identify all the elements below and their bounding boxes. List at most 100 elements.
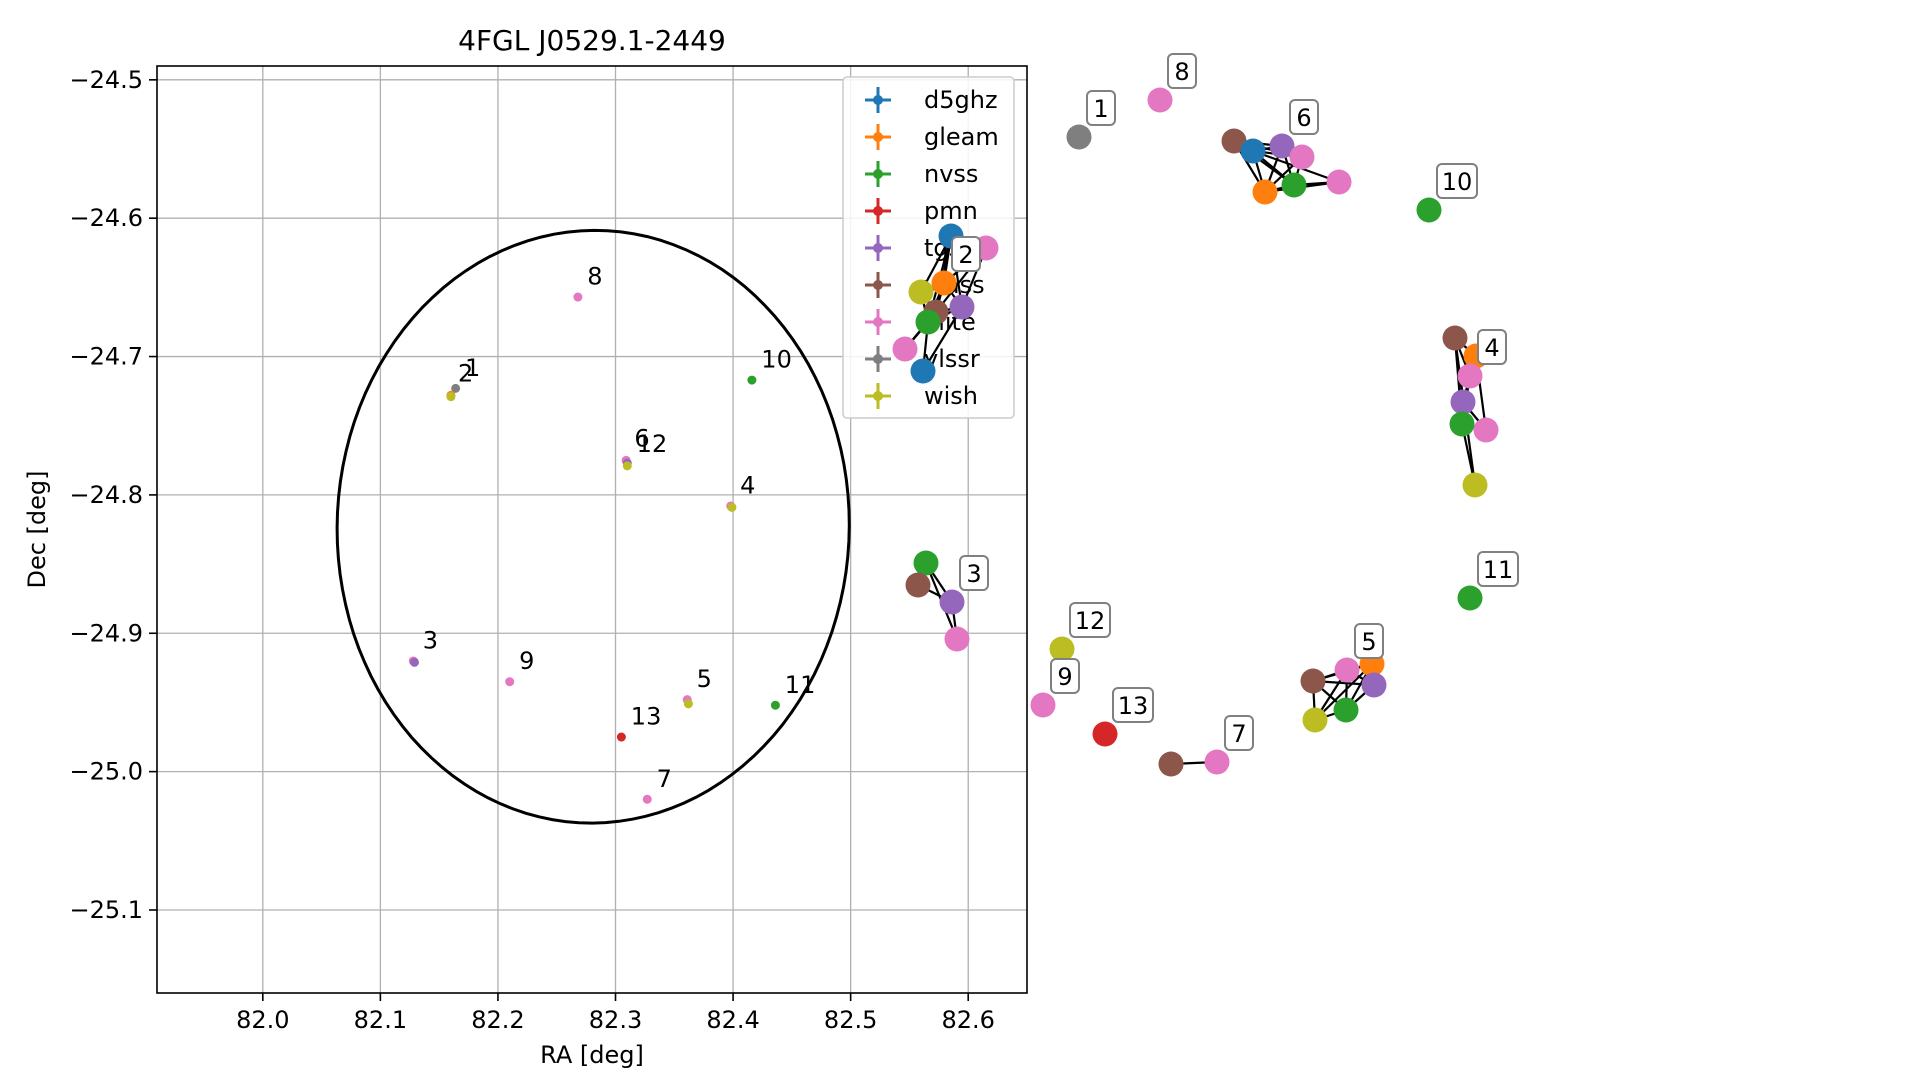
graph-node-label: 5 [1354, 623, 1384, 659]
graph-node-nvss [1449, 411, 1475, 437]
legend-label: pmn [924, 197, 978, 225]
graph-node-label: 12 [1069, 602, 1111, 638]
source-point-vlite [573, 292, 583, 302]
graph-node-tgss [1450, 389, 1476, 415]
graph-label-text: 11 [1483, 556, 1514, 584]
graph-label-box [1167, 53, 1197, 89]
graph-label-text: 6 [1296, 104, 1311, 132]
graph-label-text: 9 [1057, 663, 1072, 691]
crossmatch-network: 1 8 6 10 2 4 3 11 129 13 7 5 [892, 53, 1519, 777]
graph-label-text: 2 [958, 241, 973, 269]
y-tick-label: −25.0 [69, 758, 143, 786]
graph-node-vlass [905, 572, 931, 598]
x-axis-label: RA [deg] [540, 1041, 644, 1069]
graph-label-box [1354, 623, 1384, 659]
graph-label-box [1112, 687, 1154, 723]
graph-label-box [1086, 90, 1116, 126]
graph-label-box [951, 236, 981, 272]
legend-entry-d5ghz: d5ghz [865, 86, 998, 114]
x-tick-label: 82.3 [589, 1006, 642, 1034]
graph-node-vlite [892, 336, 918, 362]
legend-marker [873, 95, 883, 105]
graph-node-label: 1 [1086, 90, 1116, 126]
legend-entry-nvss: nvss [865, 160, 978, 188]
graph-node-wish [1462, 472, 1488, 498]
x-tick-label: 82.1 [354, 1006, 407, 1034]
graph-node-label: 7 [1224, 715, 1254, 751]
legend-marker [873, 280, 883, 290]
graph-node-vlssr [1066, 124, 1092, 150]
graph-label-box [1224, 715, 1254, 751]
graph-node-label: 2 [951, 236, 981, 272]
error-ellipse [335, 228, 851, 825]
source-point-nvss [747, 375, 757, 385]
y-tick-label: −24.7 [69, 343, 143, 371]
graph-node-tgss [949, 294, 975, 320]
legend-marker [873, 169, 883, 179]
legend-entry-wish: wish [865, 382, 978, 410]
graph-label-box [1289, 99, 1319, 135]
graph-node-d5ghz [910, 358, 936, 384]
graph-node-label: 3 [959, 555, 989, 591]
x-tick-label: 82.6 [941, 1006, 994, 1034]
graph-label-box [1050, 658, 1080, 694]
legend-marker [873, 354, 883, 364]
x-tick-label: 82.5 [824, 1006, 877, 1034]
source-points [408, 292, 780, 804]
graph-node-nvss [913, 550, 939, 576]
graph-node-vlite [944, 626, 970, 652]
graph-node-wish [908, 279, 934, 305]
graph-node-vlass [1442, 325, 1468, 351]
graph-label-text: 5 [1361, 628, 1376, 656]
graph-node-vlite [1334, 657, 1360, 683]
graph-node-vlite [1204, 749, 1230, 775]
y-tick-label: −25.1 [69, 896, 143, 924]
point-label: 10 [761, 346, 792, 374]
point-label: 3 [423, 626, 438, 654]
graph-node-nvss [1416, 197, 1442, 223]
graph-label-box [1436, 163, 1478, 199]
graph-node-vlite [1289, 144, 1315, 170]
graph-node-nvss [1281, 172, 1307, 198]
y-tick-label: −24.8 [69, 481, 143, 509]
source-point-pmn [616, 732, 626, 742]
graph-node-tgss [1361, 672, 1387, 698]
y-axis-label: Dec [deg] [23, 470, 51, 588]
x-tick-label: 82.4 [706, 1006, 759, 1034]
legend-label: gleam [924, 123, 999, 151]
graph-node-tgss [1269, 133, 1295, 159]
chart-title: 4FGL J0529.1-2449 [458, 24, 726, 57]
legend-entry-pmn: pmn [865, 197, 978, 225]
legend-label: nvss [924, 160, 978, 188]
graph-label-text: 12 [1075, 607, 1106, 635]
graph-node-wish [1302, 707, 1328, 733]
graph-node-label: 8 [1167, 53, 1197, 89]
x-tick-label: 82.0 [236, 1006, 289, 1034]
point-label: 4 [740, 472, 755, 500]
source-point-wish [683, 699, 693, 709]
axis-ticks: 82.0 82.1 82.2 82.3 82.4 82.5 82.6 −24.5 −24.6 −2… [69, 66, 994, 1034]
graph-label-box [1069, 602, 1111, 638]
source-point-tgss [409, 657, 419, 667]
graph-label-text: 8 [1174, 58, 1189, 86]
graph-node-vlite [1326, 169, 1352, 195]
graph-label-text: 7 [1231, 720, 1246, 748]
graph-label-box [1477, 329, 1507, 365]
y-tick-label: −24.5 [69, 66, 143, 94]
graph-edge [1314, 663, 1373, 721]
plot-frame [156, 65, 1028, 994]
graph-label-box [959, 555, 989, 591]
legend-label: d5ghz [924, 86, 998, 114]
graph-node-d5ghz [1240, 138, 1266, 164]
source-point-wish [622, 461, 632, 471]
graph-node-label: 6 [1289, 99, 1319, 135]
y-tick-label: −24.6 [69, 204, 143, 232]
graph-node-label: 10 [1436, 163, 1478, 199]
point-label: 2 [458, 359, 473, 387]
graph-node-labels: 1 8 6 10 2 4 3 11 129 13 7 5 [951, 53, 1519, 751]
x-tick-label: 82.2 [471, 1006, 524, 1034]
error-ellipse-layer [335, 228, 851, 825]
graph-label-text: 10 [1442, 168, 1473, 196]
